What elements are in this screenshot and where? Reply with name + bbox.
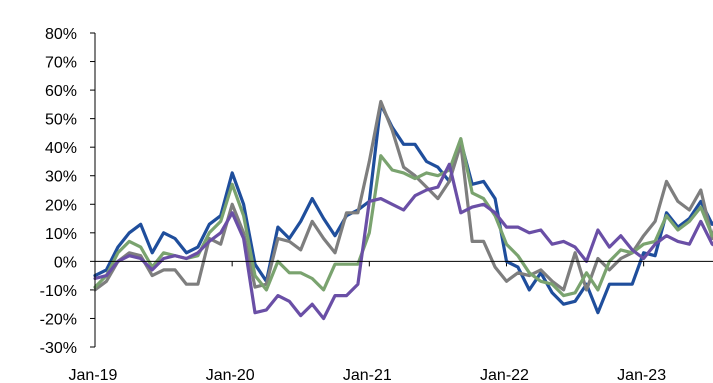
x-tick-label: Jan-23 <box>617 367 666 383</box>
series-line-4 <box>93 162 713 321</box>
y-tick-label: 60% <box>45 83 77 100</box>
x-tick-label: Jan-22 <box>480 367 529 383</box>
y-tick-label: 0% <box>54 254 77 271</box>
series-line-3 <box>93 137 713 298</box>
y-axis-ticks: 80% 70% 60% 50% 40% 30% 20% 10% 0% -10% -20% -30% <box>40 26 95 357</box>
x-tick: Jan-21 <box>343 261 392 383</box>
series-line-1 <box>93 102 713 315</box>
y-tick: -10% <box>40 283 95 300</box>
y-tick-label: 80% <box>45 26 77 43</box>
y-tick: 10% <box>45 226 95 243</box>
x-tick-label: Jan-19 <box>69 367 118 383</box>
y-tick: 80% <box>45 26 95 43</box>
x-tick: Jan-23 <box>617 261 666 383</box>
y-tick-label: 40% <box>45 140 77 157</box>
y-tick-label: 70% <box>45 55 77 72</box>
y-tick-label: -20% <box>40 311 77 328</box>
y-tick: 40% <box>45 140 95 157</box>
y-tick-label: -30% <box>40 340 77 357</box>
y-tick: -30% <box>40 340 95 357</box>
x-tick-label: Jan-21 <box>343 367 392 383</box>
y-tick: -20% <box>40 311 95 328</box>
y-tick: 60% <box>45 83 95 100</box>
y-tick-label: 50% <box>45 112 77 129</box>
series-layer <box>93 99 713 321</box>
x-tick: Jan-20 <box>206 261 255 383</box>
y-tick: 70% <box>45 55 95 72</box>
y-tick-label: 30% <box>45 169 77 186</box>
y-tick: 30% <box>45 169 95 186</box>
y-tick: 50% <box>45 112 95 129</box>
y-tick: 20% <box>45 197 95 214</box>
y-tick-label: 10% <box>45 226 77 243</box>
y-tick-label: 20% <box>45 197 77 214</box>
x-tick-label: Jan-20 <box>206 367 255 383</box>
y-tick: 0% <box>54 254 95 271</box>
series-line-2 <box>93 99 713 292</box>
y-tick-label: -10% <box>40 283 77 300</box>
